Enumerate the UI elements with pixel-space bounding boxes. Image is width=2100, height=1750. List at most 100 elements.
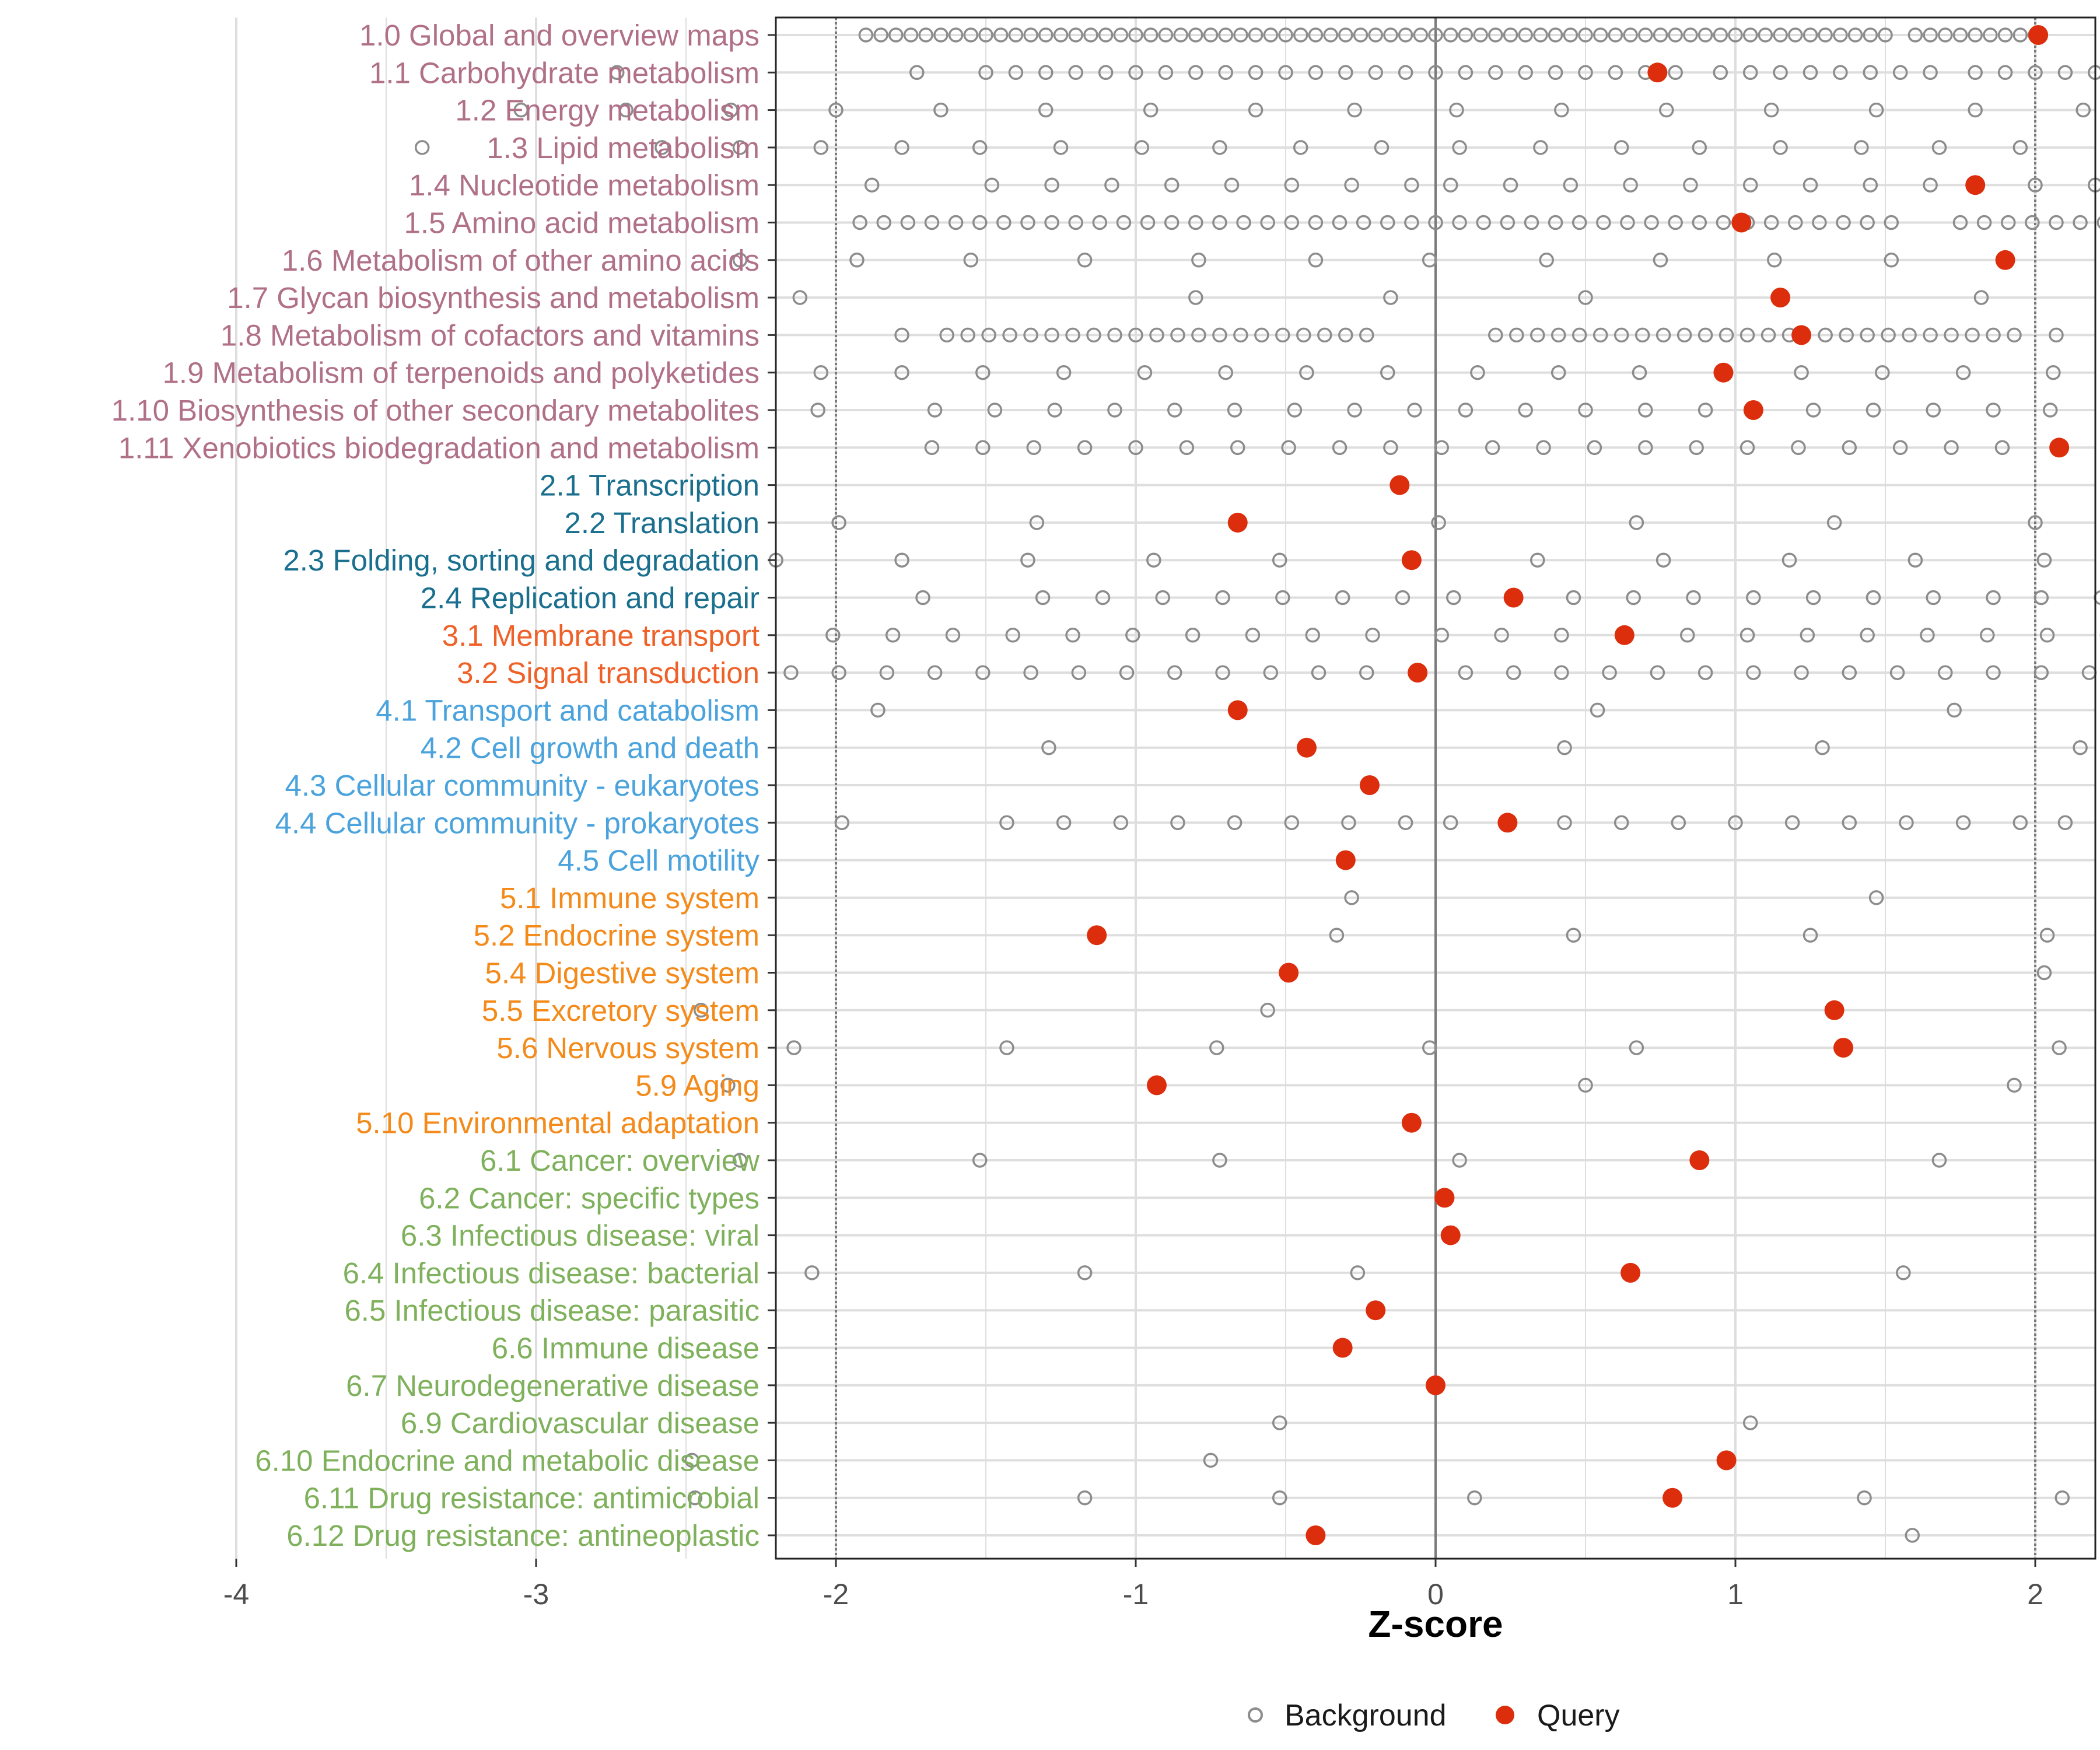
query-point xyxy=(1390,475,1410,495)
background-point xyxy=(1470,365,1485,380)
background-point xyxy=(1812,215,1827,230)
background-point xyxy=(1308,65,1324,80)
category-label: 1.2 Energy metabolism xyxy=(455,94,760,127)
background-point xyxy=(2057,65,2073,80)
background-point xyxy=(1188,215,1203,230)
background-point xyxy=(1353,27,1368,43)
background-point xyxy=(1338,65,1353,80)
background-point xyxy=(2049,327,2064,343)
background-point xyxy=(1986,590,2001,606)
background-point xyxy=(2073,215,2088,230)
background-point xyxy=(909,65,925,80)
background-point xyxy=(2028,515,2043,530)
background-point xyxy=(1656,327,1671,343)
background-point xyxy=(1794,365,1809,380)
category-label: 6.4 Infectious disease: bacterial xyxy=(343,1256,760,1290)
background-point xyxy=(654,140,670,155)
background-point xyxy=(1323,27,1338,43)
background-point xyxy=(2042,402,2058,418)
background-point xyxy=(1383,27,1398,43)
background-point xyxy=(1458,65,1474,80)
background-point xyxy=(1260,215,1275,230)
background-point xyxy=(1407,402,1422,418)
background-point xyxy=(1104,177,1119,192)
background-point xyxy=(1614,140,1629,155)
query-point xyxy=(1401,1112,1422,1133)
background-point xyxy=(1395,590,1410,606)
background-point xyxy=(1068,27,1083,43)
category-label: 5.2 Endocrine system xyxy=(474,919,760,952)
background-point xyxy=(1365,628,1380,643)
background-point xyxy=(1905,1528,1920,1543)
background-point xyxy=(1332,215,1348,230)
background-point xyxy=(1986,327,2001,343)
background-point xyxy=(1488,327,1503,343)
category-label: 1.4 Nucleotide metabolism xyxy=(409,169,760,202)
category-label: 4.4 Cellular community - prokaryotes xyxy=(275,806,760,839)
background-point xyxy=(1272,1415,1287,1430)
background-point xyxy=(999,1040,1014,1055)
category-label: 6.3 Infectious disease: viral xyxy=(401,1219,760,1252)
background-point xyxy=(1434,628,1450,643)
background-point xyxy=(2096,216,2100,229)
legend-background-label: Background xyxy=(1284,1699,1447,1732)
background-point xyxy=(1563,177,1578,192)
background-point xyxy=(1791,440,1806,456)
background-point xyxy=(1308,253,1324,268)
background-point xyxy=(1317,327,1332,343)
background-point xyxy=(684,1452,700,1468)
background-point xyxy=(1020,215,1035,230)
background-point xyxy=(1760,327,1776,343)
background-point xyxy=(963,27,979,43)
background-point xyxy=(804,1265,820,1280)
background-point xyxy=(1563,27,1578,43)
background-point xyxy=(1983,27,1998,43)
background-point xyxy=(2034,590,2049,606)
query-point xyxy=(1296,737,1317,758)
background-point xyxy=(1746,590,1761,606)
background-point xyxy=(1803,177,1818,192)
category-label: 5.4 Digestive system xyxy=(485,957,760,990)
background-point xyxy=(1467,1490,1482,1506)
background-point xyxy=(1236,215,1251,230)
query-point xyxy=(1791,325,1812,345)
background-point xyxy=(792,290,808,305)
background-point xyxy=(2028,177,2043,192)
background-point xyxy=(1023,27,1038,43)
background-point xyxy=(1994,440,2010,456)
x-tick-label: 0 xyxy=(1427,1578,1444,1611)
background-point xyxy=(1868,102,1884,118)
background-point xyxy=(825,628,841,643)
background-point xyxy=(1335,590,1350,606)
background-point xyxy=(1209,1040,1224,1055)
background-point xyxy=(1782,552,1797,568)
background-point xyxy=(1185,628,1200,643)
background-point xyxy=(1863,65,1878,80)
query-point xyxy=(1995,250,2015,270)
background-point xyxy=(1077,253,1093,268)
background-point xyxy=(834,815,850,831)
background-point xyxy=(1863,27,1878,43)
category-label: 6.9 Cardiovascular disease xyxy=(401,1406,760,1440)
background-point xyxy=(1284,815,1300,831)
background-point xyxy=(1920,628,1935,643)
background-point xyxy=(1578,402,1593,418)
category-label: 5.6 Nervous system xyxy=(496,1031,760,1065)
background-point xyxy=(1218,27,1233,43)
category-label: 1.5 Amino acid metabolism xyxy=(404,206,760,240)
background-point xyxy=(1077,1265,1093,1280)
background-point xyxy=(1155,590,1171,606)
background-point xyxy=(1137,365,1153,380)
background-point xyxy=(1008,27,1024,43)
background-point xyxy=(1773,27,1788,43)
category-label: 3.1 Membrane transport xyxy=(442,619,760,652)
background-point xyxy=(1578,1077,1593,1093)
background-point xyxy=(1035,590,1051,606)
background-point xyxy=(948,215,964,230)
query-point xyxy=(1620,1262,1641,1283)
background-point xyxy=(2049,215,2064,230)
background-point xyxy=(2025,215,2040,230)
background-point xyxy=(1188,65,1203,80)
category-label: 6.7 Neurodegenerative disease xyxy=(346,1369,760,1402)
